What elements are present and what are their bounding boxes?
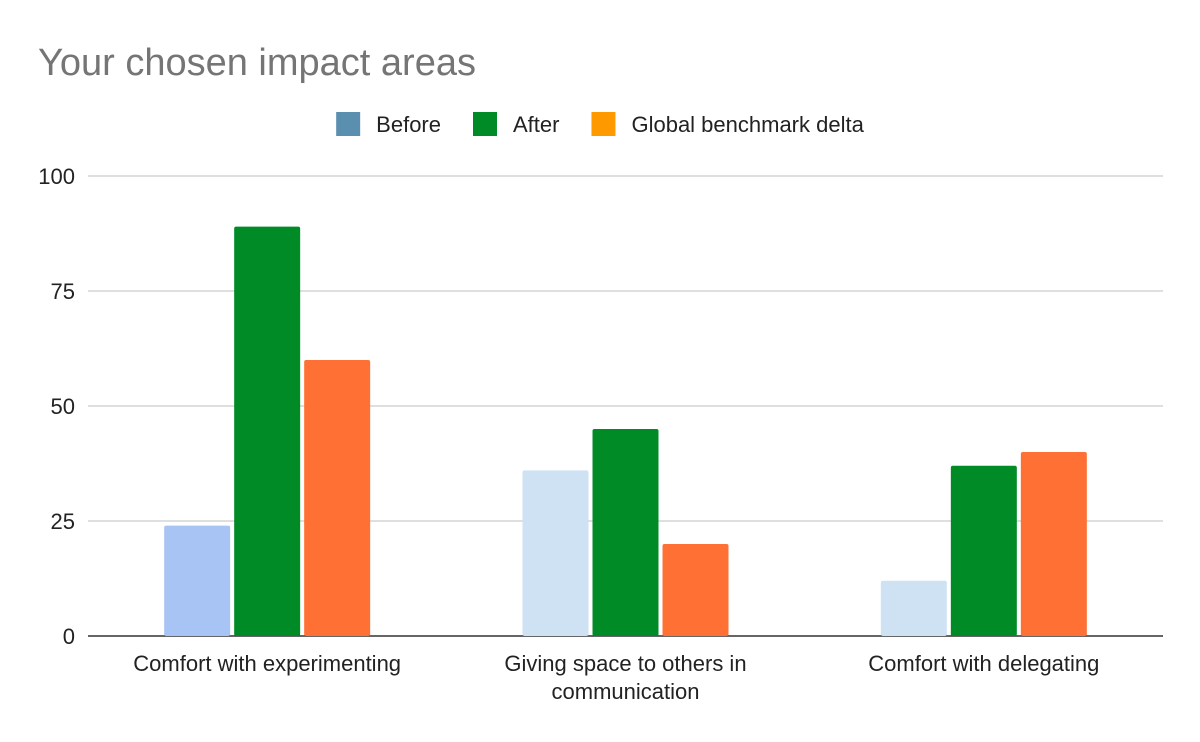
x-tick-label: Comfort with delegating bbox=[868, 651, 1099, 676]
bar-before bbox=[880, 580, 947, 636]
legend-label: Global benchmark delta bbox=[631, 112, 864, 137]
y-tick-label: 25 bbox=[51, 509, 75, 534]
legend-item-after: After bbox=[473, 112, 559, 137]
bar-after bbox=[950, 465, 1017, 636]
legend: Before After Global benchmark delta bbox=[336, 112, 865, 137]
y-tick-label: 0 bbox=[63, 624, 75, 649]
y-tick-label: 75 bbox=[51, 279, 75, 304]
bar-after bbox=[592, 429, 659, 636]
legend-label: Before bbox=[376, 112, 441, 137]
bar-after bbox=[234, 226, 301, 636]
x-tick-label: Comfort with experimenting bbox=[133, 651, 401, 676]
bars bbox=[164, 226, 1087, 636]
legend-swatch bbox=[336, 112, 361, 136]
legend-swatch bbox=[591, 112, 616, 136]
bar-global-benchmark-delta bbox=[1020, 452, 1087, 636]
y-tick-label: 100 bbox=[38, 164, 75, 189]
bar-before bbox=[522, 470, 589, 636]
bar-before bbox=[164, 525, 231, 636]
legend-swatch bbox=[473, 112, 497, 136]
chart-title: Your chosen impact areas bbox=[38, 42, 476, 84]
legend-item-before: Before bbox=[336, 112, 441, 137]
bar-global-benchmark-delta bbox=[662, 544, 729, 636]
bar-global-benchmark-delta bbox=[304, 360, 371, 636]
legend-item-global-benchmark-delta: Global benchmark delta bbox=[591, 112, 865, 137]
legend-label: After bbox=[513, 112, 559, 137]
x-axis: Comfort with experimenting Giving space t… bbox=[133, 651, 1099, 704]
x-tick-label: Giving space to others in communication bbox=[504, 651, 746, 704]
y-tick-label: 50 bbox=[51, 394, 75, 419]
